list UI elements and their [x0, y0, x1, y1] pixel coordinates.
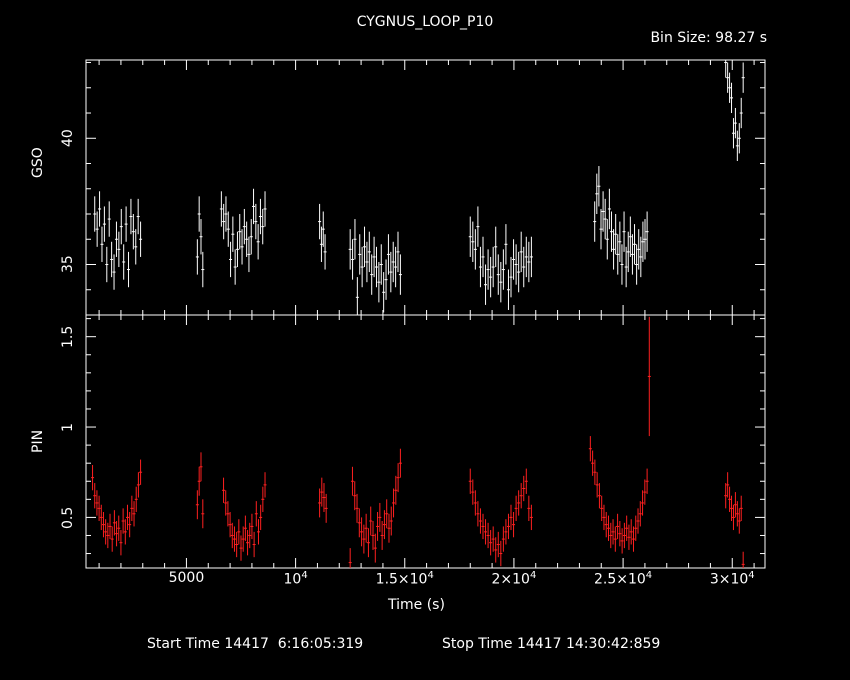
top-panel-ticks: [86, 60, 765, 316]
x-tick-label: 2.5×104: [593, 570, 653, 588]
bottom-panel: [85, 314, 766, 569]
pin-series: [91, 316, 745, 568]
y-tick-label: 1: [60, 422, 76, 432]
x-axis-label: Time (s): [388, 597, 445, 613]
y-tick-label: 35: [60, 255, 76, 274]
bottom-panel-frame: [85, 314, 766, 569]
pin-axis-label: PIN: [30, 429, 46, 453]
bin-size-label: Bin Size: 98.27 s: [650, 30, 767, 46]
y-tick-label: 40: [60, 129, 76, 148]
stop-time-label: Stop Time 14417 14:30:42:859: [442, 636, 661, 652]
start-time-label: Start Time 14417 6:16:05:319: [147, 636, 364, 652]
gso-axis-label: GSO: [30, 147, 46, 178]
y-tick-label: 0.5: [60, 506, 76, 529]
y-tick-label: 1.5: [60, 325, 76, 348]
x-tick-label: 1.5×104: [375, 570, 434, 588]
x-tick-label: 5000: [168, 570, 205, 586]
bottom-panel-ticks: [86, 315, 765, 568]
x-tick-label: 3×104: [709, 570, 755, 588]
x-tick-label: 104: [283, 570, 308, 588]
gso-series: [93, 60, 745, 316]
chart-title: CYGNUS_LOOP_P10: [356, 14, 494, 30]
x-tick-label: 2×104: [491, 570, 537, 588]
top-panel-frame: [85, 59, 766, 316]
top-panel: [85, 59, 766, 316]
